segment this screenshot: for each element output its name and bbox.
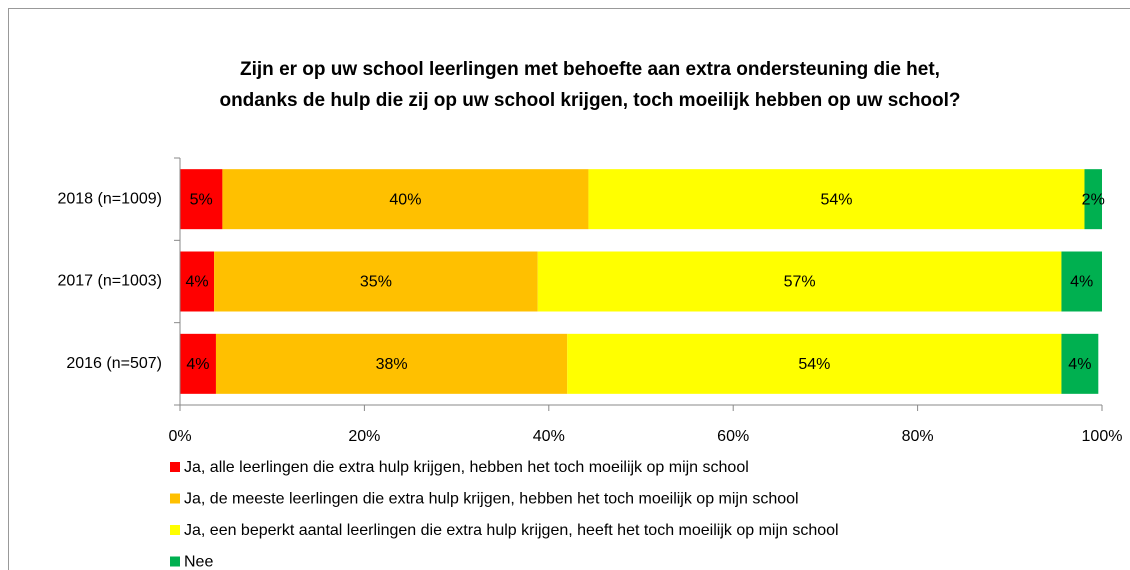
bar-segment xyxy=(1061,333,1099,394)
bar-segment xyxy=(588,169,1085,230)
data-label: 4% xyxy=(186,356,209,373)
legend-swatch xyxy=(170,493,180,504)
frame xyxy=(8,8,1130,570)
chart-title: ondanks de hulp die zij op uw school kri… xyxy=(219,90,960,111)
data-label: 4% xyxy=(1070,274,1093,291)
bar-segment xyxy=(222,169,589,230)
legend-swatch xyxy=(170,462,180,472)
data-label: 2% xyxy=(1082,191,1105,208)
bar-segment xyxy=(180,333,216,394)
x-tick-label: 40% xyxy=(533,428,565,445)
bar-segment xyxy=(214,251,538,312)
data-label: 4% xyxy=(1068,356,1091,373)
data-label: 54% xyxy=(820,191,852,208)
x-tick-label: 60% xyxy=(717,428,749,445)
bar-segment xyxy=(537,251,1062,312)
legend-label: Ja, de meeste leerlingen die extra hulp … xyxy=(184,491,799,508)
data-label: 4% xyxy=(185,274,208,291)
legend-swatch xyxy=(170,525,180,535)
y-tick-label: 2018 (n=1009) xyxy=(57,190,162,207)
bar-segment xyxy=(1061,251,1102,312)
bar-segment xyxy=(215,333,568,394)
bar-segment xyxy=(180,251,215,312)
data-label: 40% xyxy=(389,191,421,208)
x-tick-label: 80% xyxy=(902,428,934,445)
x-tick-label: 100% xyxy=(1082,428,1123,445)
data-label: 5% xyxy=(190,191,213,208)
legend-label: Nee xyxy=(184,554,213,570)
data-label: 54% xyxy=(798,356,830,373)
legend-label: Ja, alle leerlingen die extra hulp krijg… xyxy=(184,459,749,476)
chart-title: Zijn er op uw school leerlingen met beho… xyxy=(240,59,940,80)
bar-segment xyxy=(1084,169,1102,230)
data-label: 38% xyxy=(376,356,408,373)
legend-swatch xyxy=(170,556,180,567)
x-tick-label: 20% xyxy=(348,428,380,445)
x-tick-label: 0% xyxy=(168,428,191,445)
y-tick-label: 2017 (n=1003) xyxy=(57,273,162,290)
legend-label: Ja, een beperkt aantal leerlingen die ex… xyxy=(184,522,839,539)
data-label: 35% xyxy=(360,274,392,291)
bar-segment xyxy=(567,333,1062,394)
data-label: 57% xyxy=(784,274,816,291)
y-tick-label: 2016 (n=507) xyxy=(66,355,162,372)
bar-segment xyxy=(180,169,223,230)
